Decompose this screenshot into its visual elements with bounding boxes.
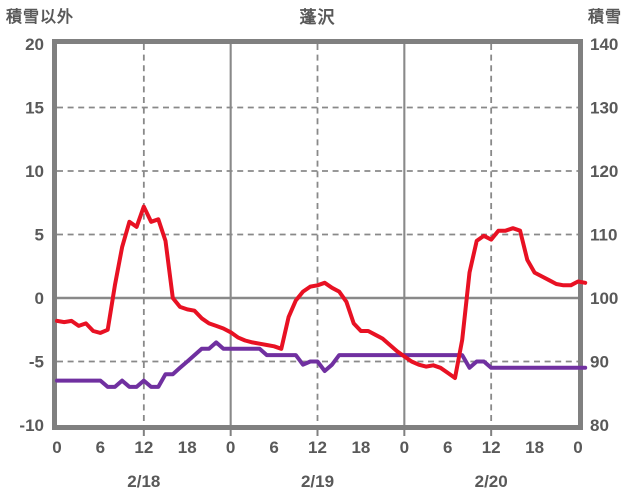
- hour-label: 18: [351, 438, 370, 457]
- chart-title: 蓬沢: [299, 8, 336, 27]
- left-axis-title: 積雪以外: [6, 9, 75, 26]
- left-tick-label: 20: [25, 35, 44, 54]
- right-tick-label: 130: [590, 99, 618, 118]
- hour-label: 6: [96, 438, 105, 457]
- hour-label: 18: [178, 438, 197, 457]
- hour-label: 0: [573, 438, 582, 457]
- date-label: 2/20: [475, 472, 508, 491]
- hour-label: 0: [400, 438, 409, 457]
- hour-label: 12: [482, 438, 501, 457]
- hour-label: 6: [443, 438, 452, 457]
- left-tick-label: -5: [29, 353, 44, 372]
- right-tick-label: 140: [590, 35, 618, 54]
- left-tick-label: 15: [25, 99, 44, 118]
- hour-label: 12: [134, 438, 153, 457]
- left-tick-label: 10: [25, 162, 44, 181]
- right-axis-title: 積雪: [588, 9, 623, 26]
- left-tick-label: -10: [19, 416, 44, 435]
- right-tick-label: 110: [590, 226, 617, 245]
- right-tick-label: 100: [590, 289, 618, 308]
- hour-label: 18: [525, 438, 544, 457]
- date-label: 2/19: [301, 472, 334, 491]
- series-non-snow: [55, 204, 588, 380]
- left-tick-label: 5: [35, 226, 44, 245]
- plot-border: [52, 39, 583, 430]
- hour-label: 0: [226, 438, 235, 457]
- right-tick-label: 120: [590, 162, 618, 181]
- hour-label: 0: [52, 438, 61, 457]
- hour-label: 12: [308, 438, 327, 457]
- right-tick-label: 90: [590, 353, 609, 372]
- series-snow: [55, 340, 588, 389]
- hour-label: 6: [269, 438, 278, 457]
- left-tick-label: 0: [35, 289, 44, 308]
- right-tick-label: 80: [590, 416, 609, 435]
- date-label: 2/18: [127, 472, 160, 491]
